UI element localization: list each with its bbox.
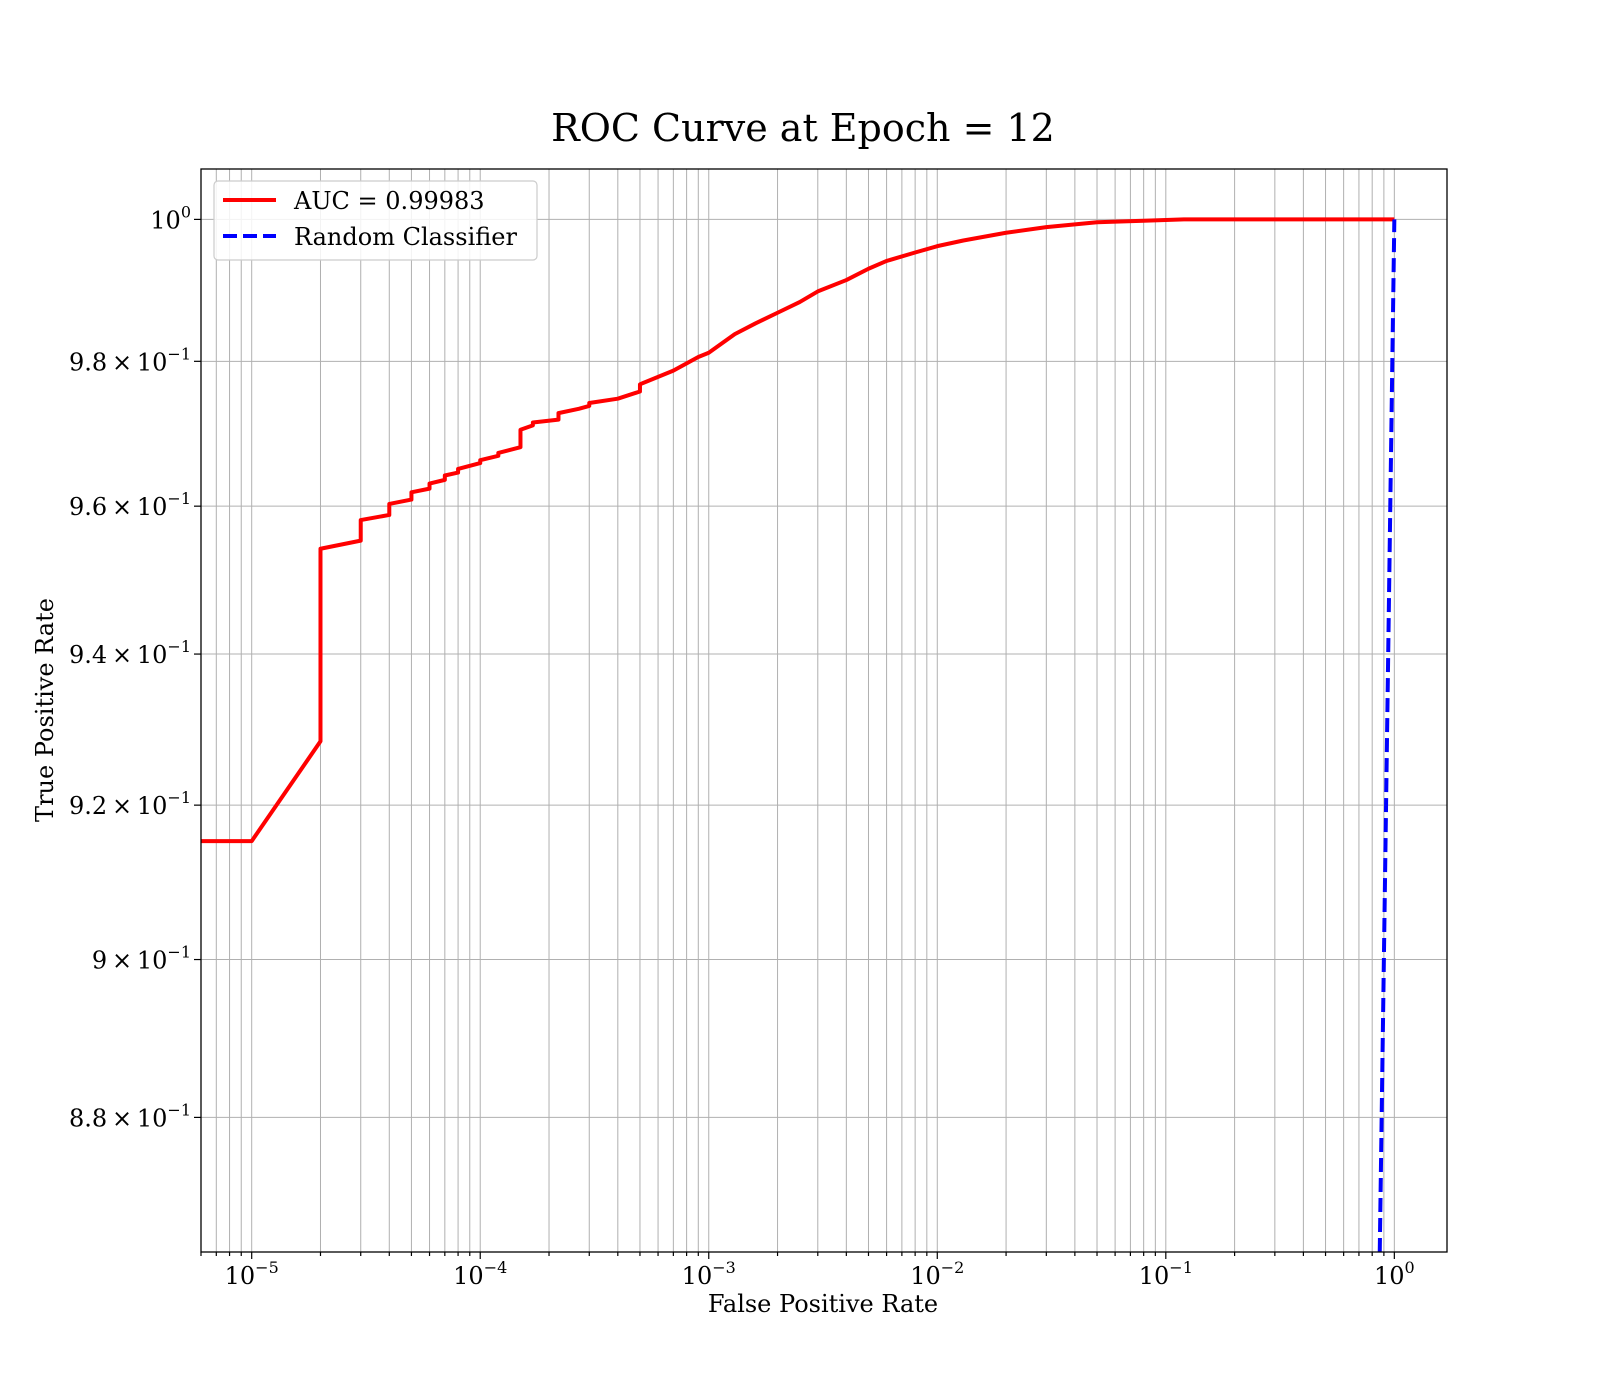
roc-curve-line	[201, 217, 1395, 844]
legend: AUC = 0.99983 Random Classifier	[213, 180, 538, 261]
y-tick-label: 9 × 10−1	[92, 943, 191, 975]
legend-label-random: Random Classifier	[294, 223, 517, 251]
x-axis: 10−5 10−4 10−3 10−2 10−1 100	[200, 1252, 1415, 1290]
plot-area	[201, 217, 1397, 1252]
grid	[200, 169, 1447, 1252]
legend-box	[213, 180, 538, 261]
y-tick-label: 8.8 × 10−1	[69, 1100, 191, 1132]
legend-label-auc: AUC = 0.99983	[293, 187, 485, 215]
x-tick-label: 100	[1374, 1258, 1415, 1290]
axes-frame	[200, 168, 1448, 1253]
y-axis-label: True Positive Rate	[31, 598, 59, 822]
x-tick-label: 10−3	[682, 1258, 736, 1290]
x-tick-label: 10−1	[1139, 1258, 1193, 1290]
x-tick-label: 10−4	[453, 1258, 507, 1290]
x-axis-label: False Positive Rate	[708, 1290, 938, 1318]
x-tick-label: 10−5	[225, 1258, 279, 1290]
y-tick-label: 9.2 × 10−1	[69, 788, 191, 820]
chart-title: ROC Curve at Epoch = 12	[551, 106, 1055, 150]
random-classifier-line	[1377, 219, 1397, 1252]
x-tick-label: 10−2	[910, 1258, 964, 1290]
y-tick-label: 9.6 × 10−1	[69, 489, 191, 521]
y-axis: 8.8 × 10−1 9 × 10−1 9.2 × 10−1 9.4 × 10−1 9.…	[69, 202, 201, 1132]
y-tick-label: 9.8 × 10−1	[69, 344, 191, 376]
y-tick-label: 100	[150, 202, 191, 234]
y-tick-label: 9.4 × 10−1	[69, 637, 191, 669]
